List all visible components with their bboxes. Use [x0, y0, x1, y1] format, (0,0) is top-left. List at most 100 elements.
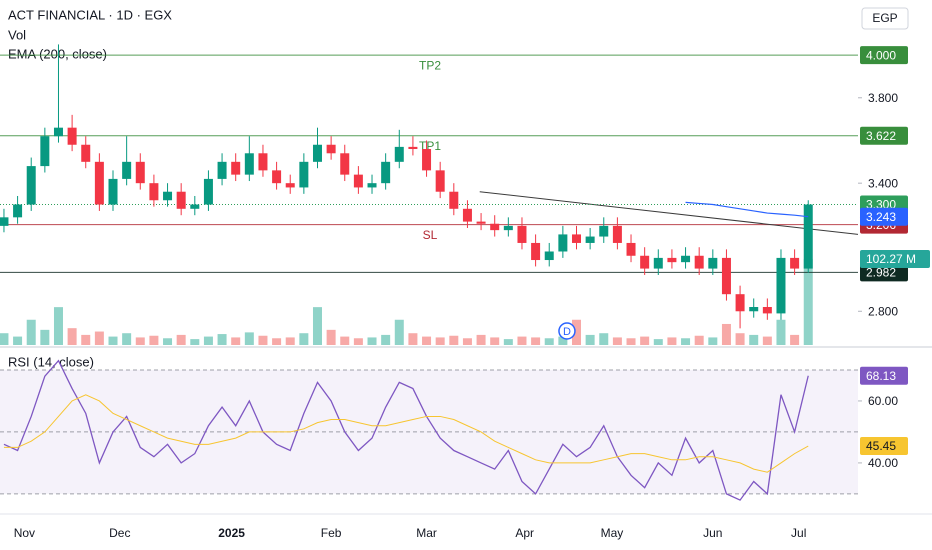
y-tick-label: 60.00 [868, 394, 898, 408]
candle-body [381, 161, 391, 184]
currency-button[interactable] [861, 7, 909, 30]
volume-bar [640, 336, 650, 345]
volume-bar [735, 333, 745, 345]
ema-label: 3.243 [866, 210, 896, 224]
candle-body [13, 204, 23, 218]
x-tick-label: Feb [321, 526, 342, 540]
volume-bar [0, 333, 9, 345]
candle-body [653, 257, 663, 269]
volume-bar [476, 334, 486, 345]
volume-bar [749, 334, 759, 345]
candle-body [612, 225, 622, 243]
volume-bar [612, 337, 622, 345]
volume-bar [163, 338, 173, 345]
volume-bar [585, 334, 595, 345]
x-tick-label: Apr [515, 526, 534, 540]
candle-body [340, 153, 350, 175]
volume-bar [790, 334, 800, 345]
volume-bar [326, 329, 336, 345]
candle-body [571, 234, 581, 243]
candle-body [94, 161, 104, 205]
volume-bar [53, 307, 63, 345]
rsi-label-box [860, 366, 908, 385]
rsi-ma-label: 45.45 [866, 439, 896, 453]
level-name: TP2 [419, 58, 441, 72]
candle-body [326, 144, 336, 154]
volume-bar [190, 339, 200, 345]
volume-bar [599, 333, 609, 345]
volume-bar [40, 329, 50, 345]
level-label: 2.982 [866, 266, 896, 280]
dividend-marker-label: D [563, 326, 571, 338]
symbol-title: ACT FINANCIAL · 1D · EGX [8, 7, 172, 22]
candle-body [790, 257, 800, 269]
candle-body [422, 149, 432, 171]
candle-body [108, 178, 118, 205]
volume-bar [776, 319, 786, 345]
candle-body [626, 242, 636, 256]
candle-body [312, 144, 322, 162]
rsi-legend: RSI (14, close) [8, 354, 94, 369]
ema-legend: EMA (200, close) [8, 46, 107, 61]
candle-body [394, 146, 404, 162]
volume-bar [667, 337, 677, 345]
volume-bar [626, 338, 636, 345]
volume-bar [135, 337, 145, 345]
x-tick-label: 2025 [218, 526, 245, 540]
volume-bar [13, 336, 23, 345]
candle-body [694, 255, 704, 269]
volume-bar [312, 307, 322, 345]
candle-body [353, 174, 363, 188]
volume-bar [353, 338, 363, 345]
candle-body [435, 170, 445, 192]
candle-body [749, 306, 759, 312]
candle-body [667, 257, 677, 263]
candle-body [285, 183, 295, 188]
candle-body [203, 178, 213, 205]
candle-body [735, 294, 745, 312]
candle-body [135, 161, 145, 184]
candle-body [244, 153, 254, 175]
rsi-line [3, 359, 809, 501]
level-label-box [860, 126, 908, 145]
volume-label: 102.27 M [866, 252, 916, 266]
candle-body [776, 257, 786, 314]
candle-body [190, 204, 200, 209]
candle-body [585, 236, 595, 243]
x-tick-label: Mar [416, 526, 437, 540]
volume-bar [285, 337, 295, 345]
volume-bar [435, 337, 445, 345]
volume-label-box [860, 250, 930, 268]
volume-bar [681, 338, 691, 345]
candle-body [258, 153, 268, 171]
candle-body [476, 221, 486, 224]
volume-bar [272, 338, 282, 345]
level-label-box [860, 46, 908, 65]
volume-bar [408, 333, 418, 345]
ema-label-box [860, 207, 908, 226]
volume-bar [203, 336, 213, 345]
volume-bar [81, 334, 91, 345]
volume-bar [381, 334, 391, 345]
currency[interactable]: EGP [872, 11, 897, 25]
candle-body [40, 136, 50, 167]
candle-body [803, 204, 813, 269]
volume-bar [108, 336, 118, 345]
candle-body [272, 170, 282, 184]
candle-body [708, 257, 718, 269]
volume-bar [449, 335, 459, 345]
volume-bar [299, 333, 309, 345]
candle-body [517, 225, 527, 243]
trendline [479, 191, 859, 235]
volume-bar [694, 335, 704, 345]
volume-bar [26, 319, 36, 345]
candle-body [81, 144, 91, 162]
level-label: 4.000 [866, 48, 896, 62]
candle-body [462, 208, 472, 222]
volume-bar [176, 334, 186, 345]
x-tick-label: Dec [109, 526, 130, 540]
candle-body [0, 217, 9, 226]
level-name: SL [423, 228, 438, 242]
candle-body [762, 306, 772, 314]
volume-bar [490, 337, 500, 345]
